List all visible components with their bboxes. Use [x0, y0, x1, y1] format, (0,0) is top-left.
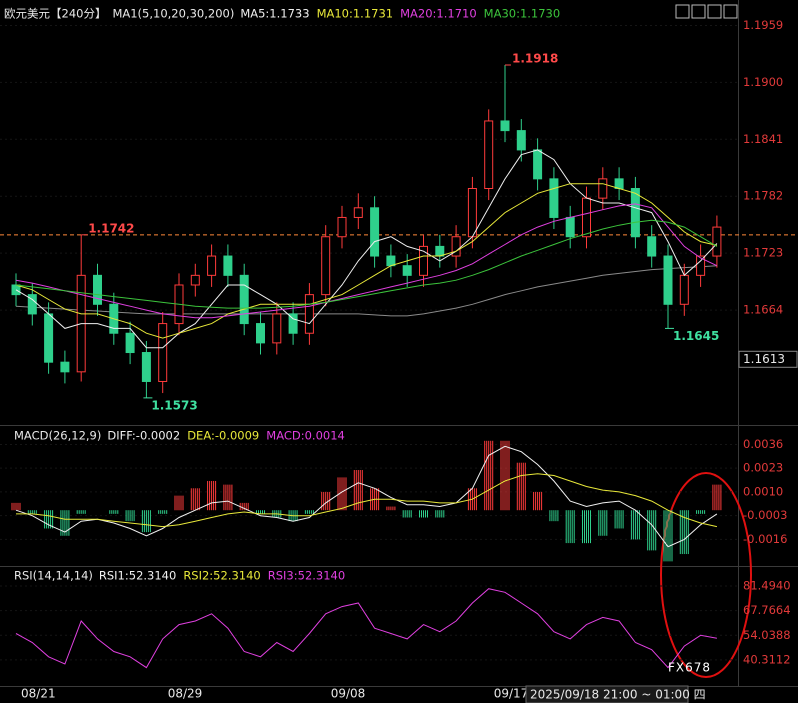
y-tick-label: 1.1723	[743, 246, 783, 260]
x-tick-label: 08/29	[168, 687, 203, 701]
tool-button[interactable]	[691, 4, 706, 19]
candle-body	[598, 178, 608, 199]
y-tick-label: 1.1841	[743, 132, 783, 146]
candle-body	[256, 323, 265, 344]
legend-item: MA20:1.1710	[400, 7, 477, 21]
series-line	[15, 203, 718, 319]
candle-body	[565, 216, 575, 238]
legend-item: RSI1:52.3140	[99, 569, 176, 583]
legend-item: DIFF:-0.0002	[107, 429, 180, 443]
watermark: FX678	[668, 661, 711, 675]
candle-body	[125, 332, 135, 354]
candle-body	[207, 255, 217, 276]
y-tick-label: 40.3112	[743, 652, 791, 666]
y-tick-label: -0.0003	[743, 508, 787, 522]
candle-body	[582, 197, 591, 238]
candle-body	[158, 323, 168, 382]
candle-body	[337, 216, 347, 238]
y-tick-label: 0.0023	[743, 461, 783, 475]
low-label: 1.1645	[673, 329, 719, 343]
y-tick-label: 54.0388	[743, 628, 791, 642]
cursor-label-box	[525, 685, 689, 703]
candle-body	[272, 313, 282, 344]
candle-body	[647, 236, 657, 257]
tool-button[interactable]	[707, 4, 722, 19]
candle-body	[321, 236, 331, 296]
x-tick-label: 09/08	[331, 687, 366, 701]
legend-item: MA10:1.1731	[317, 7, 394, 21]
panel-title: 欧元美元【240分】	[4, 7, 106, 21]
candle-body	[60, 361, 70, 373]
legend-item: MA5:1.1733	[240, 7, 309, 21]
legend-item: RSI2:52.3140	[183, 569, 260, 583]
candle-body	[223, 255, 233, 276]
y-tick-label: 1.1959	[743, 18, 783, 32]
cursor-price-label: 1.1613	[743, 352, 785, 366]
x-tick-label: 09/17	[494, 687, 529, 701]
legend-item: DEA:-0.0009	[187, 429, 259, 443]
legend-item: MACD:0.0014	[266, 429, 345, 443]
y-tick-label: 1.1900	[743, 75, 783, 89]
low-label: 1.1573	[151, 398, 197, 412]
y-tick-label: 1.1664	[743, 303, 783, 317]
y-tick-label: 1.1782	[743, 189, 783, 203]
candle-body	[190, 274, 200, 286]
y-tick-label: 67.7664	[743, 603, 791, 617]
candle-body	[549, 178, 559, 218]
candle-body	[370, 207, 380, 257]
cursor-label: 2025/09/18 21:00 ~ 01:00 四	[530, 688, 706, 702]
y-tick-label: 0.0010	[743, 484, 783, 498]
series-line	[16, 473, 718, 528]
candle-body	[679, 274, 689, 305]
candle-body	[44, 313, 54, 363]
candle-body	[630, 188, 640, 238]
series-line	[15, 445, 718, 548]
candle-body	[27, 294, 37, 315]
legend-item: RSI3:52.3140	[268, 569, 345, 583]
y-tick-label: -0.0016	[743, 532, 787, 546]
indicator-label: MA1(5,10,20,30,200)	[112, 7, 234, 21]
candle-body	[93, 274, 102, 305]
candle-body	[500, 120, 510, 132]
candle-body	[239, 274, 249, 325]
candle-body	[516, 130, 526, 151]
candle-body	[288, 313, 298, 334]
candle-body	[712, 226, 722, 257]
candle-body	[435, 245, 445, 257]
candle-body	[663, 255, 673, 305]
y-tick-label: 81.4940	[743, 579, 791, 593]
tool-button[interactable]	[675, 4, 690, 19]
high-label: 1.1742	[88, 221, 134, 235]
x-tick-label: 08/21	[21, 687, 56, 701]
panel-title: RSI(14,14,14)	[14, 569, 93, 583]
candle-body	[451, 236, 461, 257]
series-line	[15, 183, 718, 339]
legend-item: MA30:1.1730	[484, 7, 561, 21]
candle-body	[467, 188, 477, 238]
series-line	[15, 588, 717, 669]
high-label: 1.1918	[512, 51, 558, 65]
candle-body	[402, 265, 412, 276]
cursor-price-box	[738, 350, 798, 368]
candle-body	[141, 352, 151, 382]
series-line	[15, 265, 717, 317]
y-tick-label: 0.0036	[743, 437, 783, 451]
panel-title: MACD(26,12,9)	[14, 429, 101, 443]
tool-button[interactable]	[723, 4, 738, 19]
candle-body	[484, 120, 494, 190]
candle-body	[353, 207, 363, 218]
series-line	[15, 149, 718, 349]
candle-body	[696, 255, 706, 276]
candle-body	[533, 149, 543, 180]
highlight-ellipse	[660, 472, 752, 678]
candle-body	[614, 178, 624, 190]
series-line	[15, 219, 718, 309]
candle-body	[304, 294, 314, 334]
candle-body	[386, 255, 396, 267]
toolbar	[675, 4, 738, 19]
candle-body	[419, 245, 428, 276]
